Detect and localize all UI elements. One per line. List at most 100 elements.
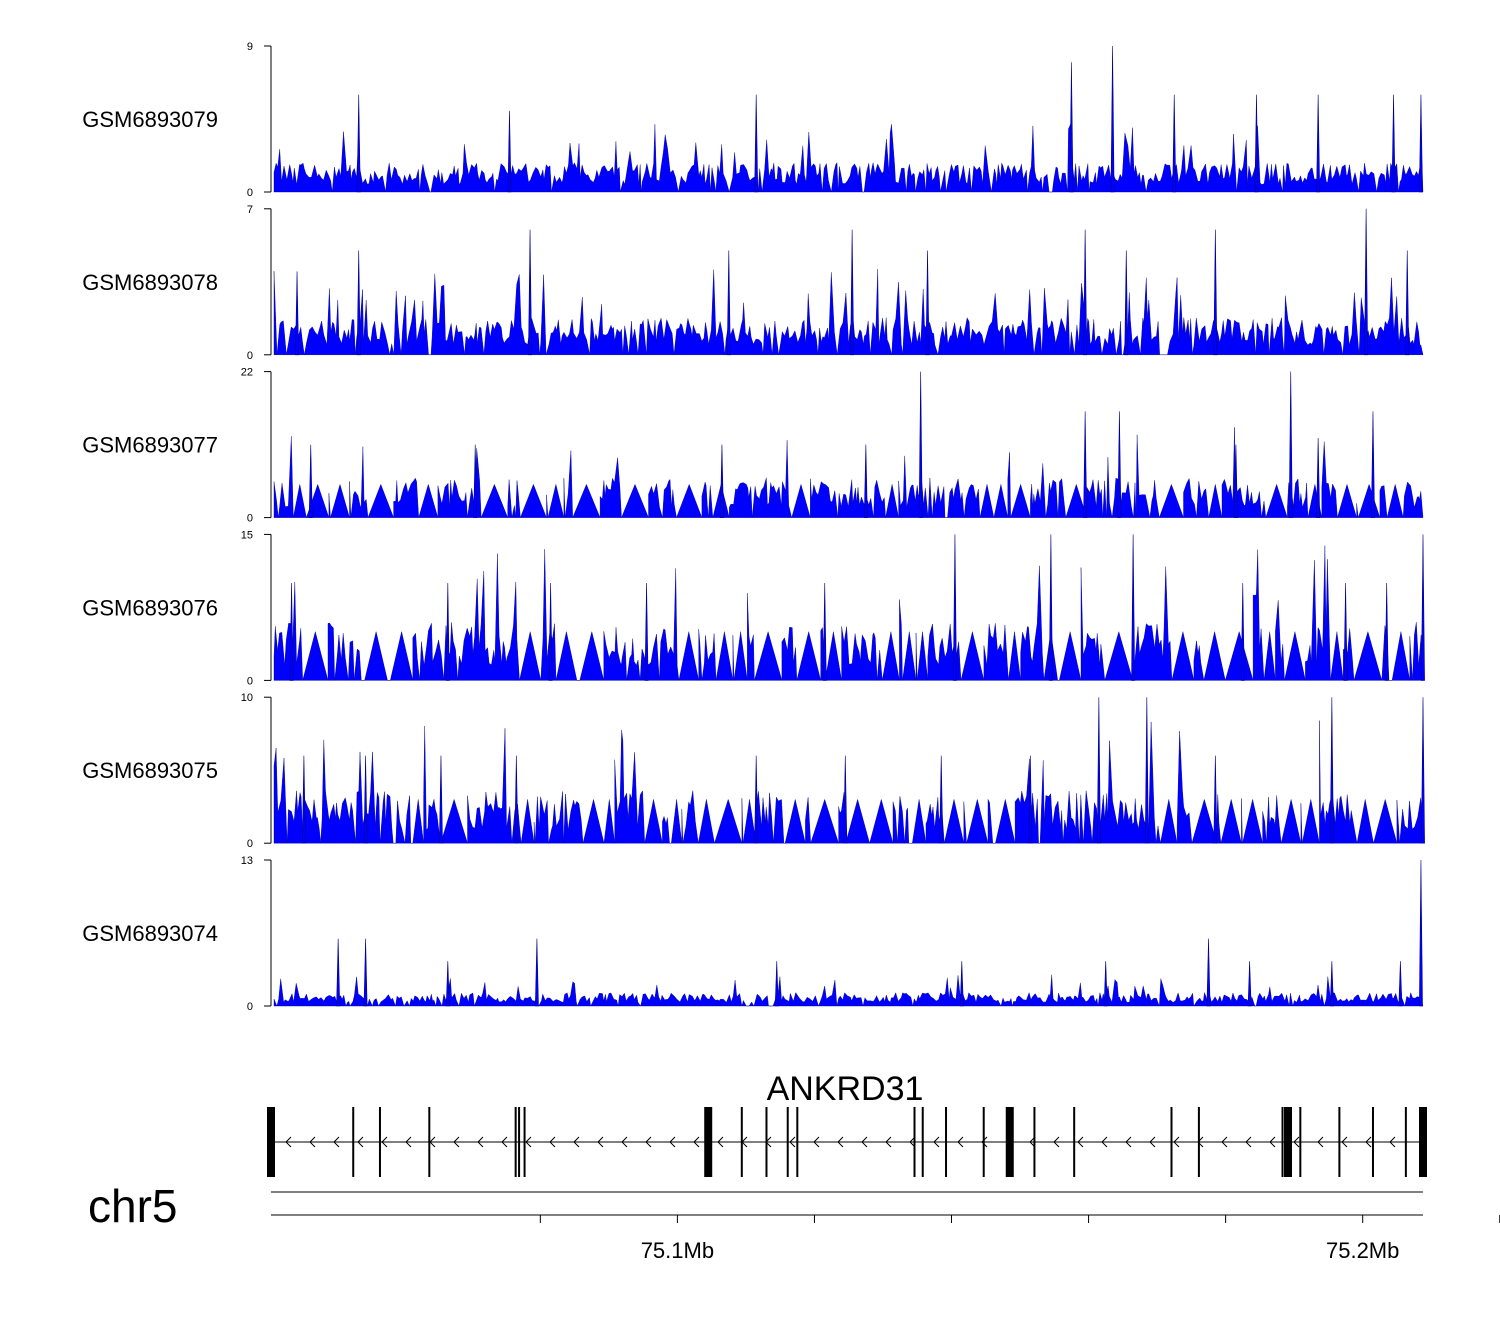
coverage-spike (301, 755, 306, 844)
y-tick-label-max: 9 (247, 41, 253, 53)
strand-arrow (453, 1136, 460, 1148)
y-tick-label-min: 0 (247, 1001, 253, 1013)
track-label-GSM6893075: GSM6893075 (82, 758, 218, 783)
strand-arrow (1221, 1136, 1228, 1148)
coverage-spike (953, 534, 957, 681)
gene-exon (786, 1107, 789, 1177)
strand-arrow (717, 1136, 724, 1148)
strand-arrow (1053, 1136, 1060, 1148)
strand-arrow (381, 1136, 388, 1148)
track-label-GSM6893078: GSM6893078 (82, 270, 218, 295)
coverage-spike (822, 583, 827, 681)
strand-arrow (645, 1136, 652, 1148)
y-tick-label-max: 22 (241, 367, 253, 379)
coverage-spike (528, 229, 532, 356)
gene-exon (1371, 1107, 1374, 1177)
strand-arrow (1077, 1136, 1084, 1148)
strand-arrow (1029, 1136, 1036, 1148)
coverage-spike (356, 94, 361, 193)
strand-arrow (909, 1136, 916, 1148)
strand-arrow (1125, 1136, 1132, 1148)
strand-arrow (1173, 1136, 1180, 1148)
coverage-spike (473, 444, 478, 518)
coverage-spike (1240, 583, 1245, 681)
strand-arrow (693, 1136, 700, 1148)
strand-arrow (885, 1136, 892, 1148)
coverage-spike (754, 94, 759, 193)
strand-arrow (981, 1136, 988, 1148)
y-tick-label-max: 13 (241, 855, 253, 867)
strand-arrow (549, 1136, 556, 1148)
coverage-spike (1234, 444, 1238, 518)
coverage-spike (726, 250, 731, 356)
coverage-spike (445, 961, 450, 1007)
gene-exon (1338, 1107, 1341, 1177)
coverage-spike (720, 444, 724, 518)
gene-exon (740, 1107, 743, 1177)
gene-exon (945, 1107, 948, 1177)
gene-exon (704, 1107, 713, 1177)
strand-arrow (669, 1136, 676, 1148)
coverage-area-GSM6893074 (273, 974, 1424, 1007)
strand-arrow (1149, 1136, 1156, 1148)
coverage-spike (1421, 534, 1425, 681)
gene-exon (523, 1107, 526, 1177)
coverage-spike (1405, 250, 1410, 356)
coverage-spike (1371, 411, 1375, 518)
coverage-spike (295, 271, 299, 356)
y-tick-label-min: 0 (247, 513, 253, 525)
strand-arrow (477, 1136, 484, 1148)
coverage-spike (754, 755, 759, 844)
strand-arrow (861, 1136, 868, 1148)
track-label-GSM6893076: GSM6893076 (82, 595, 218, 620)
coverage-area-GSM6893079 (273, 123, 1424, 193)
coverage-spike (644, 583, 649, 681)
strand-arrow (1293, 1136, 1300, 1148)
coverage-spike (863, 444, 868, 518)
strand-arrow (573, 1136, 580, 1148)
strand-arrow (597, 1136, 604, 1148)
gene-exon (267, 1107, 275, 1177)
coverage-spike (514, 755, 519, 844)
track-label-GSM6893079: GSM6893079 (82, 107, 218, 132)
x-tick-label: 75.2Mb (1326, 1238, 1399, 1263)
gene-exon (1197, 1107, 1200, 1177)
strand-arrow (1365, 1136, 1372, 1148)
coverage-spike (1069, 62, 1074, 193)
coverage-area-GSM6893075 (273, 720, 1424, 844)
strand-arrow (357, 1136, 364, 1148)
coverage-spike (1083, 411, 1088, 518)
gene-exon (1283, 1107, 1292, 1177)
coverage-area-GSM6893078 (273, 269, 1424, 355)
gene-exon (1170, 1107, 1173, 1177)
gene-exon (913, 1107, 916, 1177)
coverage-spike (1096, 697, 1101, 844)
coverage-spike (1316, 94, 1321, 193)
coverage-spike (774, 961, 779, 1007)
coverage-spike (1144, 697, 1149, 844)
coverage-spike (1384, 583, 1389, 681)
coverage-spike (1131, 534, 1136, 681)
gene-exon (921, 1107, 924, 1177)
gene-exon (352, 1107, 355, 1177)
coverage-spike (1206, 938, 1211, 1007)
strand-arrow (813, 1136, 820, 1148)
gene-exon (378, 1107, 381, 1177)
gene-exon (1281, 1107, 1284, 1177)
coverage-spike (925, 250, 930, 356)
gene-exon (796, 1107, 799, 1177)
strand-arrow (1245, 1136, 1252, 1148)
gene-exon (1299, 1107, 1302, 1177)
coverage-spike (918, 371, 923, 518)
gene-exon (1033, 1107, 1036, 1177)
coverage-spike (507, 110, 512, 193)
coverage-spike (1329, 961, 1334, 1007)
coverage-spike (1124, 250, 1129, 356)
y-tick-label-min: 0 (247, 187, 253, 199)
coverage-spike (1421, 697, 1425, 844)
coverage-spike (850, 229, 855, 356)
strand-arrow (285, 1136, 292, 1148)
coverage-spike (1172, 94, 1177, 193)
